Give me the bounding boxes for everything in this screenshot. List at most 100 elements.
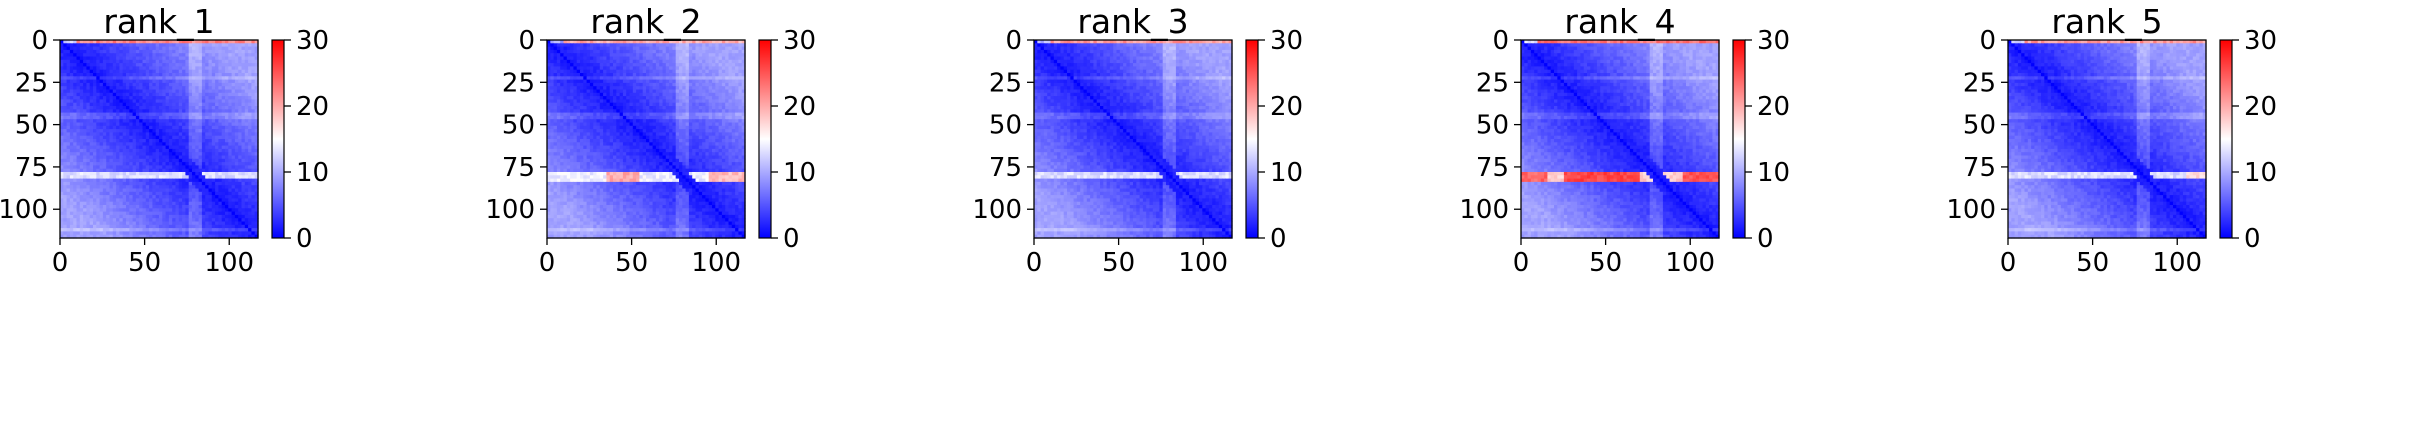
heatmap-cell xyxy=(238,102,243,107)
heatmap-cell xyxy=(96,178,101,183)
heatmap-cell xyxy=(86,86,91,91)
heatmap-cell xyxy=(66,145,71,150)
heatmap-cell xyxy=(63,49,68,54)
heatmap-cell xyxy=(198,86,203,91)
heatmap-cell xyxy=(613,56,617,61)
heatmap-cell xyxy=(599,40,604,44)
heatmap-cell xyxy=(556,63,561,67)
heatmap-cell xyxy=(63,181,68,186)
heatmap-cell xyxy=(238,99,243,104)
heatmap-cell xyxy=(225,106,229,110)
heatmap-cell xyxy=(708,82,713,87)
heatmap-cell xyxy=(109,63,114,67)
heatmap-cell xyxy=(721,73,726,77)
heatmap-cell xyxy=(570,76,574,81)
heatmap-cell xyxy=(79,175,84,180)
heatmap-cell xyxy=(63,221,68,226)
heatmap-cell xyxy=(228,56,233,61)
heatmap-cell xyxy=(195,106,200,110)
heatmap-cell xyxy=(241,129,246,133)
heatmap-cell xyxy=(215,76,219,81)
heatmap-cell xyxy=(178,158,183,163)
heatmap-cell xyxy=(155,102,160,107)
heatmap-cell xyxy=(132,139,137,143)
heatmap-cell xyxy=(165,129,170,133)
heatmap-cell xyxy=(254,205,259,209)
heatmap-cell xyxy=(553,109,558,114)
heatmap-cell xyxy=(254,86,259,91)
heatmap-cell xyxy=(66,129,71,133)
heatmap-cell xyxy=(60,115,64,120)
heatmap-cell xyxy=(149,135,153,140)
heatmap-cell xyxy=(221,221,226,226)
heatmap-cell xyxy=(225,92,229,97)
heatmap-cell xyxy=(93,152,97,157)
heatmap-cell xyxy=(248,86,252,91)
heatmap-cell xyxy=(76,175,81,180)
heatmap-cell xyxy=(238,43,243,48)
heatmap-cell xyxy=(172,46,177,51)
heatmap-cell xyxy=(616,56,621,61)
heatmap-cell xyxy=(563,73,568,77)
heatmap-cell xyxy=(155,175,160,180)
heatmap-cell xyxy=(221,135,226,140)
heatmap-cell xyxy=(241,119,246,124)
heatmap-cell xyxy=(688,63,693,67)
heatmap-cell xyxy=(231,158,236,163)
heatmap-cell xyxy=(659,76,664,81)
heatmap-cell xyxy=(135,73,140,77)
heatmap-cell xyxy=(152,106,157,110)
heatmap-cell xyxy=(566,43,571,48)
heatmap-cell xyxy=(175,201,180,206)
heatmap-cell xyxy=(629,63,634,67)
heatmap-cell xyxy=(221,106,226,110)
heatmap-cell xyxy=(225,82,229,87)
heatmap-cell xyxy=(188,208,193,213)
heatmap-cell xyxy=(89,148,94,153)
heatmap-cell xyxy=(109,59,114,64)
heatmap-cell xyxy=(619,56,624,61)
heatmap-cell xyxy=(86,188,91,193)
heatmap-cell xyxy=(718,40,723,44)
heatmap-cell xyxy=(589,109,594,114)
heatmap-cell xyxy=(721,86,726,91)
heatmap-cell xyxy=(155,165,160,170)
heatmap-cell xyxy=(662,92,667,97)
heatmap-cell xyxy=(172,59,177,64)
heatmap-cell xyxy=(168,168,173,173)
heatmap-cell xyxy=(679,53,683,58)
heatmap-cell xyxy=(145,234,150,239)
heatmap-cell xyxy=(553,73,558,77)
heatmap-cell xyxy=(86,66,91,71)
heatmap-cell xyxy=(655,109,660,114)
heatmap-cell xyxy=(188,214,193,219)
heatmap-cell xyxy=(702,79,706,84)
heatmap-cell xyxy=(175,218,180,223)
heatmap-cell xyxy=(251,115,256,120)
heatmap-cell xyxy=(168,73,173,77)
heatmap-cell xyxy=(208,139,213,143)
heatmap-cell xyxy=(112,165,117,170)
heatmap-cell xyxy=(188,188,193,193)
heatmap-cell xyxy=(135,82,140,87)
heatmap-cell xyxy=(129,211,134,216)
heatmap-cell xyxy=(145,165,150,170)
heatmap-cell xyxy=(155,69,160,74)
heatmap-cell xyxy=(119,221,124,226)
heatmap-cell xyxy=(79,132,84,137)
heatmap-cell xyxy=(712,59,716,64)
heatmap-cell xyxy=(79,224,84,229)
heatmap-cell xyxy=(735,99,739,104)
heatmap-cell xyxy=(102,234,107,239)
heatmap-cell xyxy=(234,211,239,216)
heatmap-cell xyxy=(83,142,87,147)
heatmap-cell xyxy=(215,155,219,160)
heatmap-cell xyxy=(646,82,650,87)
heatmap-cell xyxy=(126,59,130,64)
heatmap-cell xyxy=(129,106,134,110)
heatmap-cell xyxy=(165,205,170,209)
heatmap-cell xyxy=(102,92,107,97)
heatmap-cell xyxy=(159,175,163,180)
heatmap-cells xyxy=(60,40,259,239)
heatmap-cell xyxy=(66,224,71,229)
